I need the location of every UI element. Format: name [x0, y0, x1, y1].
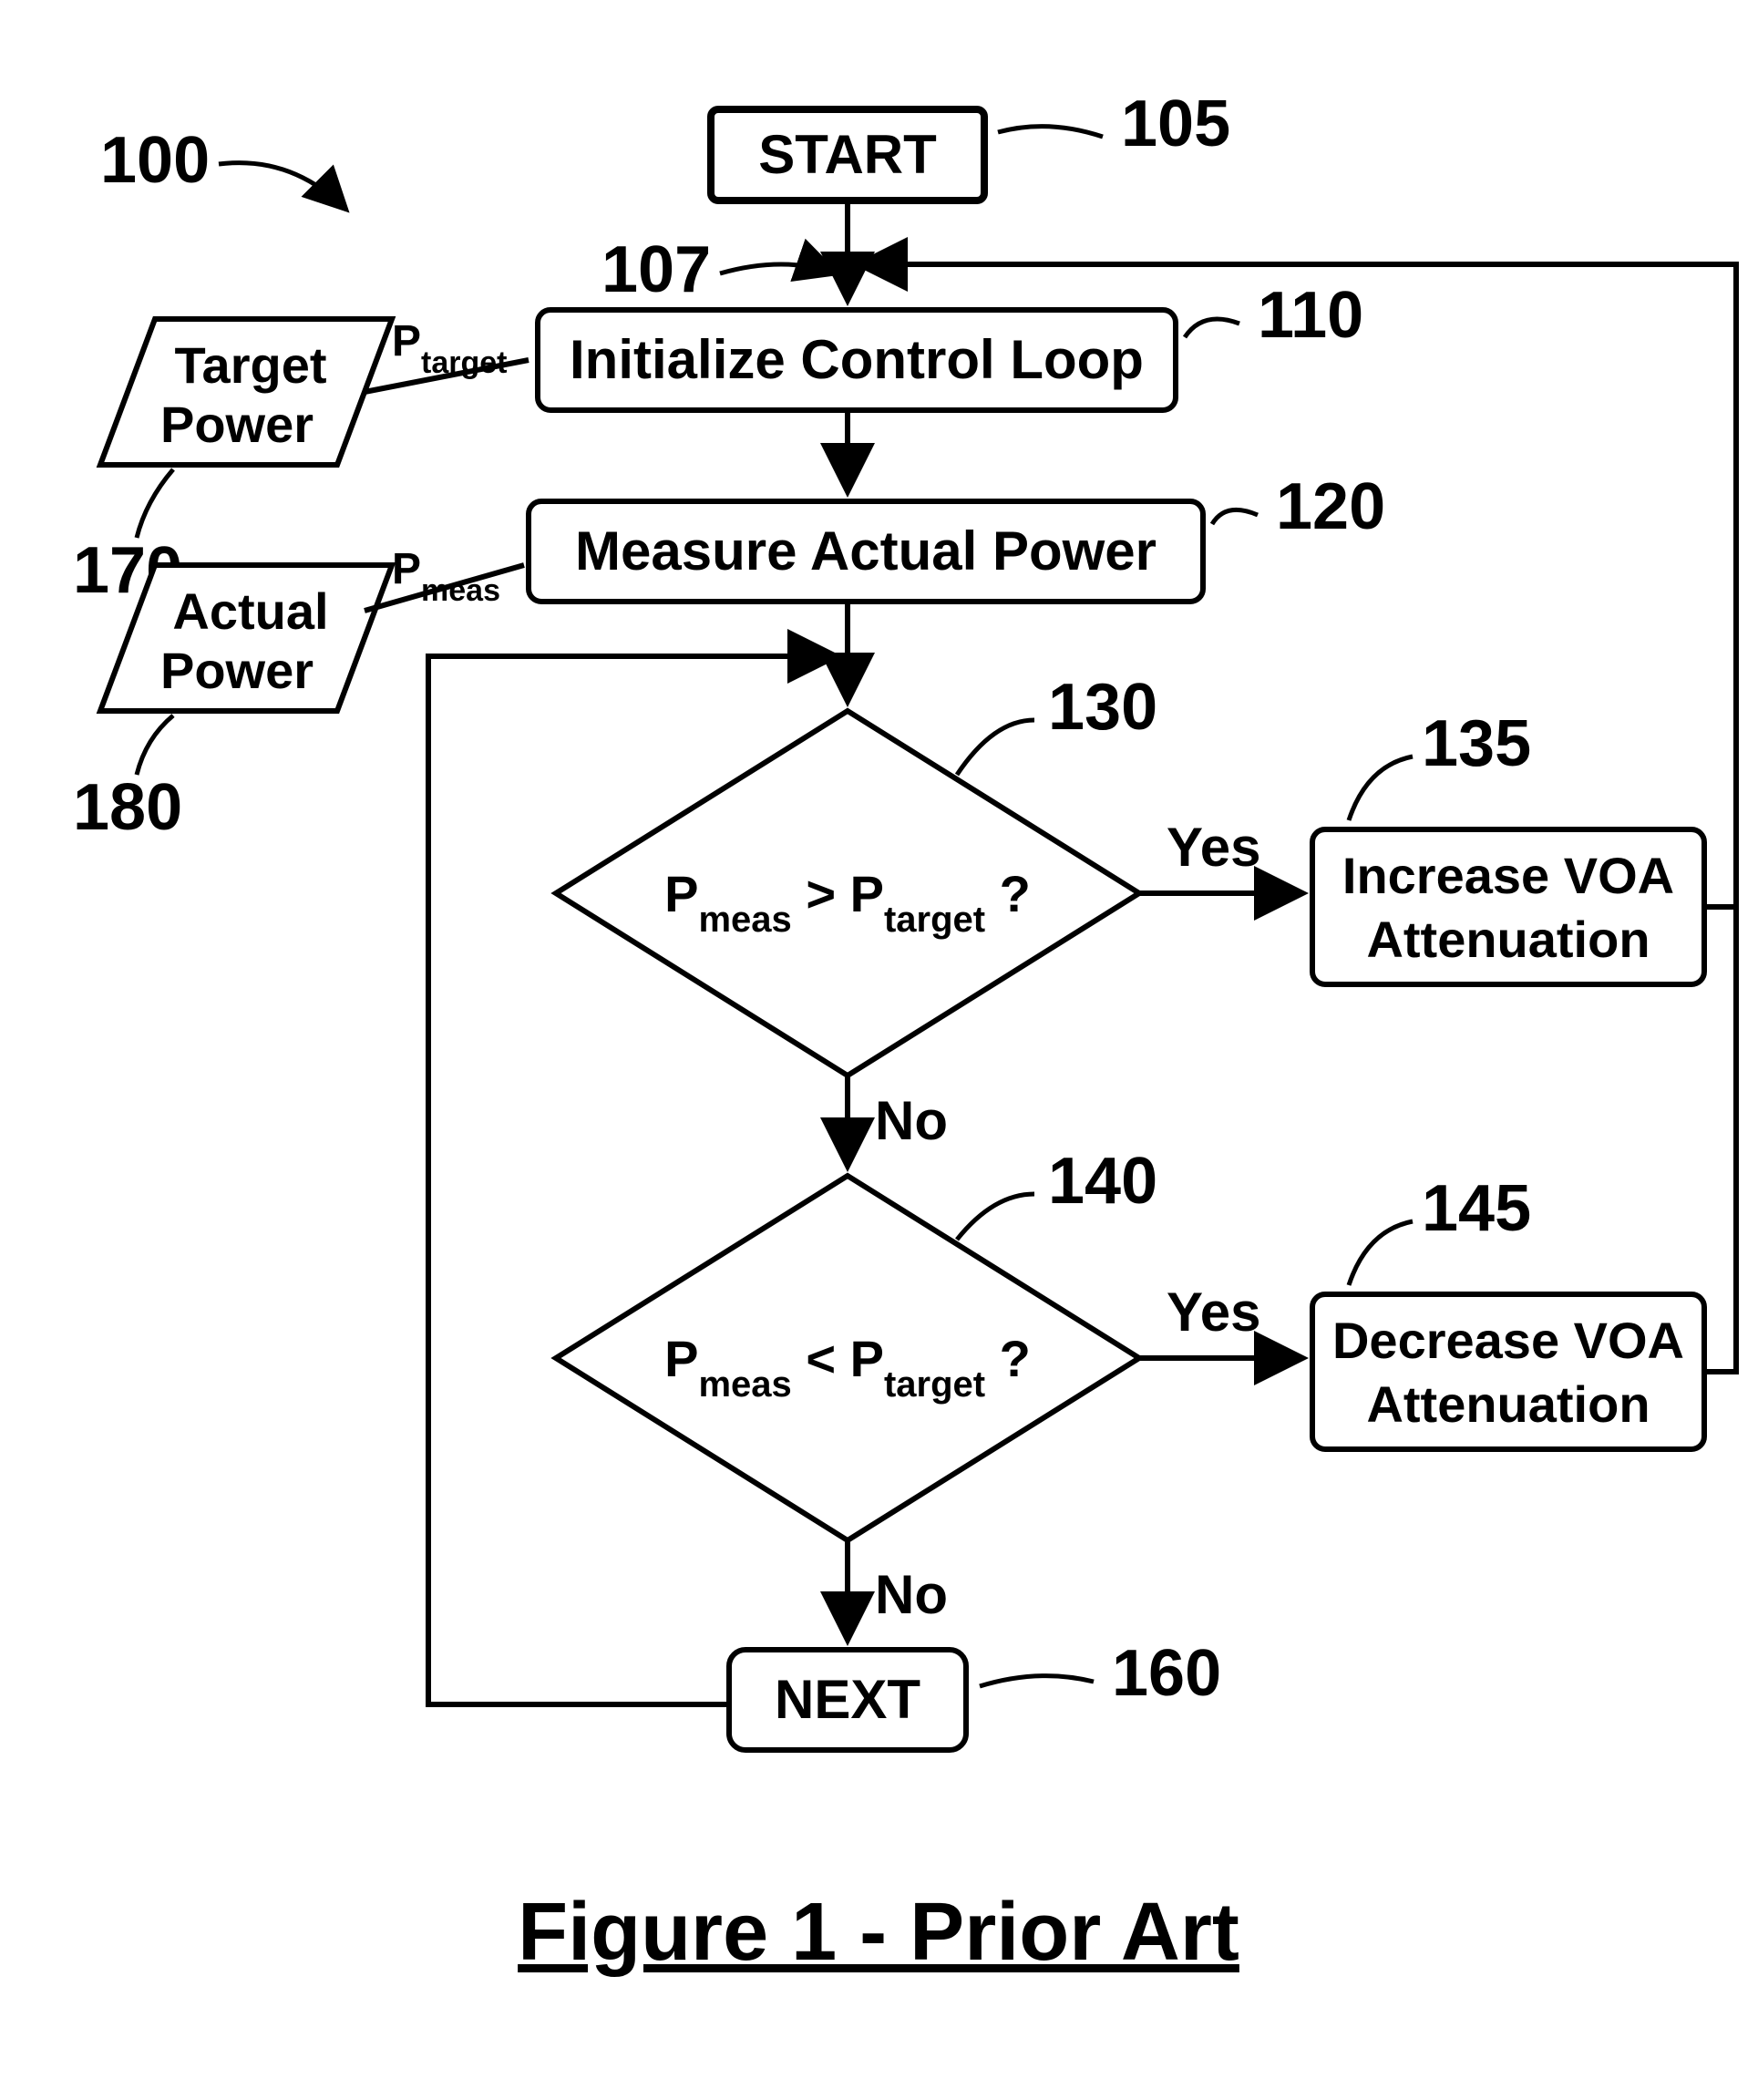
next-label: NEXT: [775, 1669, 920, 1730]
ref-140: 140: [1048, 1145, 1157, 1218]
node-decision-1: Pmeas > Ptarget ?: [556, 711, 1139, 1076]
d1-no-label: No: [875, 1090, 948, 1151]
d1-yes-label: Yes: [1167, 817, 1260, 878]
ref-105: 105: [1121, 88, 1230, 160]
inc-label2: Attenuation: [1366, 911, 1650, 968]
callout-135: [1349, 757, 1413, 820]
callout-105: [998, 127, 1103, 137]
node-init: Initialize Control Loop: [538, 310, 1176, 410]
dec-label2: Attenuation: [1366, 1375, 1650, 1433]
figure-caption: Figure 1 - Prior Art: [518, 1887, 1239, 1978]
callout-160: [980, 1676, 1094, 1686]
node-start: START: [711, 109, 984, 201]
callout-110: [1185, 319, 1239, 337]
callout-120: [1212, 510, 1258, 524]
inc-label1: Increase VOA: [1342, 847, 1674, 904]
node-increase-voa: Increase VOA Attenuation: [1312, 829, 1704, 984]
measure-label: Measure Actual Power: [575, 520, 1157, 582]
callout-180: [137, 715, 173, 775]
actual-power-l2: Power: [160, 642, 314, 699]
node-next: NEXT: [729, 1650, 966, 1750]
node-actual-power: Actual Power: [100, 565, 392, 711]
node-measure: Measure Actual Power: [529, 501, 1203, 602]
callout-145: [1349, 1221, 1413, 1285]
ref-180: 180: [73, 771, 182, 844]
edge-dec-return: [1704, 907, 1736, 1372]
target-power-l2: Power: [160, 396, 314, 453]
actual-power-l1: Actual: [172, 582, 328, 640]
ref-100: 100: [100, 124, 210, 197]
target-power-l1: Target: [175, 336, 327, 394]
ref-130: 130: [1048, 671, 1157, 744]
callout-140: [957, 1194, 1034, 1240]
ref-107: 107: [601, 233, 711, 306]
node-decrease-voa: Decrease VOA Attenuation: [1312, 1294, 1704, 1449]
start-label: START: [758, 124, 937, 185]
ref-135: 135: [1422, 707, 1531, 780]
d2-yes-label: Yes: [1167, 1282, 1260, 1343]
node-target-power: Target Power: [100, 319, 392, 465]
d2-no-label: No: [875, 1564, 948, 1625]
ref-120: 120: [1276, 470, 1385, 543]
callout-170: [137, 469, 173, 538]
ref-145: 145: [1422, 1172, 1531, 1245]
callout-130: [957, 720, 1034, 775]
init-label: Initialize Control Loop: [570, 329, 1144, 390]
ref-160: 160: [1112, 1637, 1221, 1710]
node-decision-2: Pmeas < Ptarget ?: [556, 1176, 1139, 1540]
ref-110: 110: [1258, 279, 1363, 352]
dec-label1: Decrease VOA: [1332, 1312, 1684, 1369]
ptarget-label: Ptarget: [392, 317, 507, 380]
callout-107: [720, 264, 837, 273]
callout-100: [219, 163, 346, 210]
